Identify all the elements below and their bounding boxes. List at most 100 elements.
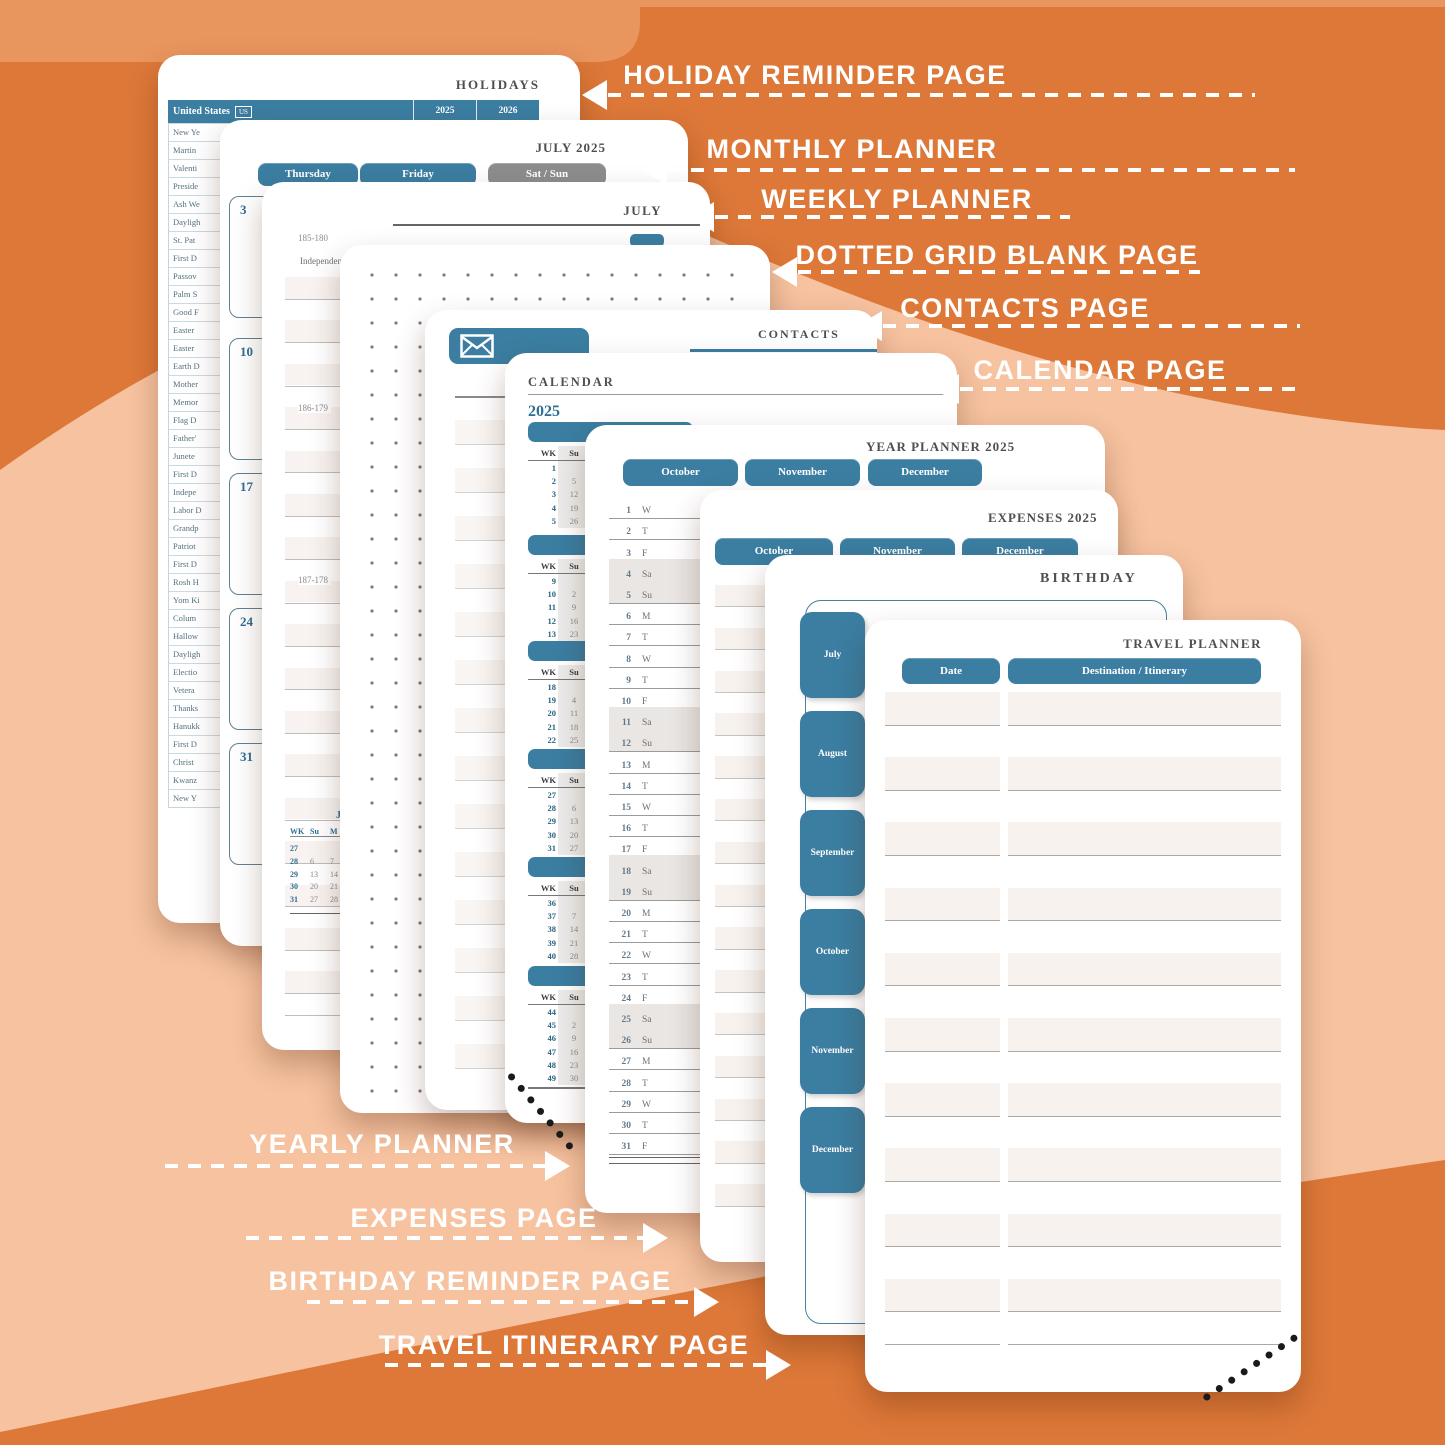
year-day-number: 18: [621, 866, 632, 877]
calendar-week-row: 20 11: [528, 707, 693, 720]
calendar-sunday-date: 4: [571, 695, 577, 706]
mini-week-row: 30 20 21: [290, 882, 405, 891]
mini-sunday: 20: [310, 882, 318, 892]
mini-monday: 28: [330, 895, 338, 905]
year-day-number: 1: [626, 506, 631, 517]
year-day-number: 26: [621, 1036, 632, 1047]
callout-dashed-line: [385, 1363, 766, 1367]
calendar-week-row: 28 6: [528, 802, 693, 815]
mini-col-m: M: [330, 827, 338, 836]
travel-destination-cell-line: [1008, 1246, 1281, 1248]
year-day-letter: Sa: [642, 866, 652, 877]
callout-label: DOTTED GRID BLANK PAGE: [795, 240, 1199, 270]
mini-week-number: 27: [290, 844, 298, 853]
mini-sunday: 13: [310, 869, 318, 879]
calendar-week-number: 29: [547, 816, 557, 827]
calendar-week-row: 46 9: [528, 1032, 693, 1045]
monthly-date-number: 31: [240, 749, 253, 764]
holidays-year-2025: 2025: [413, 100, 476, 123]
travel-date-cell-line: [885, 1050, 1000, 1052]
year-day-number: 15: [621, 802, 632, 813]
year-day-letter: Su: [642, 739, 653, 750]
travel-date-cell-line: [885, 1246, 1000, 1248]
calendar-sunday-date: 18: [569, 721, 579, 732]
calendar-week-number: 28: [547, 803, 557, 814]
calendar-week-row: 44: [528, 1006, 693, 1019]
calendar-week-row: 47 16: [528, 1046, 693, 1059]
callout-label: MONTHLY PLANNER: [706, 134, 998, 164]
callout-dashed-line: [165, 1164, 545, 1168]
arrow-left-icon: [857, 311, 882, 341]
year-day-number: 5: [626, 590, 631, 601]
calendar-week-row: 36: [528, 897, 693, 910]
year-day-number: 16: [621, 824, 632, 835]
mini-week-row: 31 27 28: [290, 895, 405, 904]
year-day-number: 17: [621, 845, 632, 856]
calendar-col-wk: WK: [540, 667, 556, 677]
calendar-week-number: 45: [547, 1020, 557, 1031]
calendar-sunday-date: 6: [571, 803, 577, 814]
travel-row-fill: [1008, 692, 1281, 725]
calendar-week-row: 13 23: [528, 628, 693, 641]
calendar-week-row: 5 26: [528, 515, 693, 528]
year-day-letter: T: [642, 1078, 648, 1089]
year-day-letter: T: [642, 527, 648, 538]
year-day-number: 2: [626, 527, 631, 538]
calendar-sunday-date: 16: [569, 615, 579, 626]
calendar-sunday-date: 14: [569, 924, 579, 935]
year-day-letter: T: [642, 675, 648, 686]
mini-week-number: 31: [290, 895, 298, 905]
calendar-week-number: 11: [547, 602, 556, 613]
travel-row-fill: [1008, 822, 1281, 855]
callout-label: BIRTHDAY REMINDER PAGE: [268, 1266, 672, 1296]
calendar-col-wk: WK: [540, 992, 556, 1002]
year-day-number: 3: [626, 548, 631, 559]
year-day-number: 22: [621, 951, 632, 962]
mini-sunday: 27: [310, 895, 318, 905]
calendar-week-number: 21: [547, 721, 557, 732]
callout-label: YEARLY PLANNER: [249, 1129, 515, 1159]
monthly-date-number: 10: [240, 344, 253, 359]
travel-row-fill: [1008, 1018, 1281, 1051]
travel-row-fill: [885, 1148, 1000, 1181]
calendar-week-row: 21 18: [528, 721, 693, 734]
mini-sunday: 6: [310, 856, 314, 866]
mini-col-su: Su: [310, 827, 319, 836]
travel-date-cell-line: [885, 1181, 1000, 1182]
background-top-strip: [0, 0, 1445, 7]
calendar-col-wk: WK: [540, 448, 556, 458]
travel-title: TRAVEL PLANNER: [1123, 636, 1262, 651]
calendar-week-number: 13: [547, 628, 557, 639]
year-day-letter: Sa: [642, 718, 652, 729]
calendar-week-row: 27: [528, 789, 693, 802]
year-day-letter: T: [642, 633, 648, 644]
calendar-sunday-date: 26: [569, 515, 579, 526]
mini-week-number: 28: [290, 856, 298, 866]
callout-dashed-line: [307, 1300, 694, 1304]
monthly-page-title: JULY 2025: [535, 140, 606, 155]
callout-label: EXPENSES PAGE: [350, 1203, 598, 1233]
year-day-letter: F: [642, 696, 648, 707]
calendar-sunday-date: 30: [569, 1073, 579, 1083]
calendar-col-su: Su: [569, 561, 579, 571]
birthday-tab-september: September: [800, 810, 865, 896]
year-day-letter: M: [642, 908, 651, 919]
calendar-week-number: 39: [547, 937, 557, 948]
calendar-week-number: 47: [547, 1046, 557, 1057]
weekly-day-count: 187-178: [298, 575, 331, 585]
year-day-number: 23: [621, 972, 632, 983]
callout-dashed-line: [798, 270, 1200, 274]
calendar-col-su: Su: [569, 883, 579, 893]
calendar-year: 2025: [528, 403, 560, 420]
year-day-number: 13: [621, 760, 632, 771]
calendar-week-row: 22 25: [528, 734, 693, 747]
callout-dashed-line: [883, 324, 1300, 328]
calendar-sunday-date: 16: [569, 1046, 579, 1057]
year-month-december: December: [868, 459, 982, 486]
year-day-number: 6: [626, 612, 631, 623]
calendar-week-number: 30: [547, 829, 557, 840]
arrow-left-icon: [642, 155, 667, 185]
mini-col-wk: WK: [290, 827, 305, 836]
birthday-tab-july: July: [800, 612, 865, 698]
